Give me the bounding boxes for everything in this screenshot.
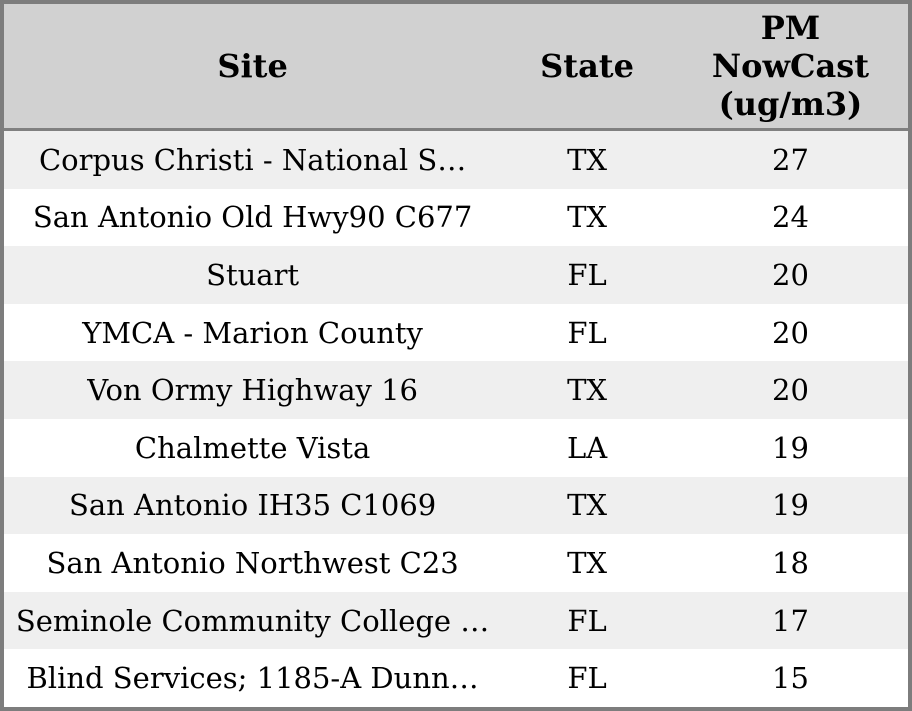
- table-row: Von Ormy Highway 16 TX 20: [4, 361, 908, 419]
- pm-nowcast-cell: 20: [772, 373, 809, 408]
- column-header-pm-nowcast-label: PM NowCast (ug/m3): [711, 9, 870, 123]
- site-cell: San Antonio Old Hwy90 C677: [32, 200, 473, 235]
- site-cell: San Antonio Northwest C23: [46, 545, 459, 580]
- state-cell: FL: [567, 257, 607, 292]
- table-row: Blind Services; 1185-A Dunn… FL 15: [4, 649, 908, 707]
- table-header-row: Site State PM NowCast (ug/m3): [4, 4, 908, 131]
- site-cell: Stuart: [206, 257, 300, 292]
- site-cell: Blind Services; 1185-A Dunn…: [26, 661, 479, 696]
- state-cell: TX: [567, 488, 608, 523]
- state-cell: FL: [567, 661, 607, 696]
- pm-nowcast-cell: 20: [772, 315, 809, 350]
- table-row: Chalmette Vista LA 19: [4, 419, 908, 477]
- table-row: San Antonio Northwest C23 TX 18: [4, 534, 908, 592]
- state-cell: TX: [567, 142, 608, 177]
- column-header-state: State: [540, 47, 634, 85]
- site-cell: San Antonio IH35 C1069: [68, 488, 437, 523]
- pm-nowcast-cell: 17: [772, 603, 809, 638]
- table-row: YMCA - Marion County FL 20: [4, 304, 908, 362]
- state-cell: TX: [567, 200, 608, 235]
- table-row: Stuart FL 20: [4, 246, 908, 304]
- pm-nowcast-cell: 24: [772, 200, 809, 235]
- table-body: Corpus Christi - National S… TX 27 San A…: [4, 131, 908, 707]
- site-cell: Seminole Community College …: [15, 603, 490, 638]
- site-cell: Von Ormy Highway 16: [87, 373, 418, 408]
- table-row: Seminole Community College … FL 17: [4, 591, 908, 650]
- state-cell: LA: [566, 430, 608, 465]
- column-header-site: Site: [217, 47, 288, 85]
- pm-nowcast-cell: 15: [772, 661, 809, 696]
- site-cell: YMCA - Marion County: [82, 315, 423, 350]
- table-row: Corpus Christi - National S… TX 27: [4, 131, 908, 189]
- state-cell: FL: [567, 315, 607, 350]
- column-header-pm-nowcast: PM NowCast (ug/m3): [673, 9, 908, 123]
- pm-nowcast-cell: 19: [772, 430, 809, 465]
- site-cell: Corpus Christi - National S…: [38, 142, 467, 177]
- state-cell: FL: [567, 603, 607, 638]
- table-row: San Antonio Old Hwy90 C677 TX 24: [4, 189, 908, 247]
- pm-nowcast-cell: 19: [772, 488, 809, 523]
- pm-nowcast-cell: 27: [772, 142, 809, 177]
- table-row: San Antonio IH35 C1069 TX 19: [4, 476, 908, 535]
- state-cell: TX: [567, 373, 608, 408]
- state-cell: TX: [567, 545, 608, 580]
- site-cell: Chalmette Vista: [134, 430, 371, 465]
- pm-nowcast-cell: 18: [772, 545, 809, 580]
- pm-nowcast-cell: 20: [772, 257, 809, 292]
